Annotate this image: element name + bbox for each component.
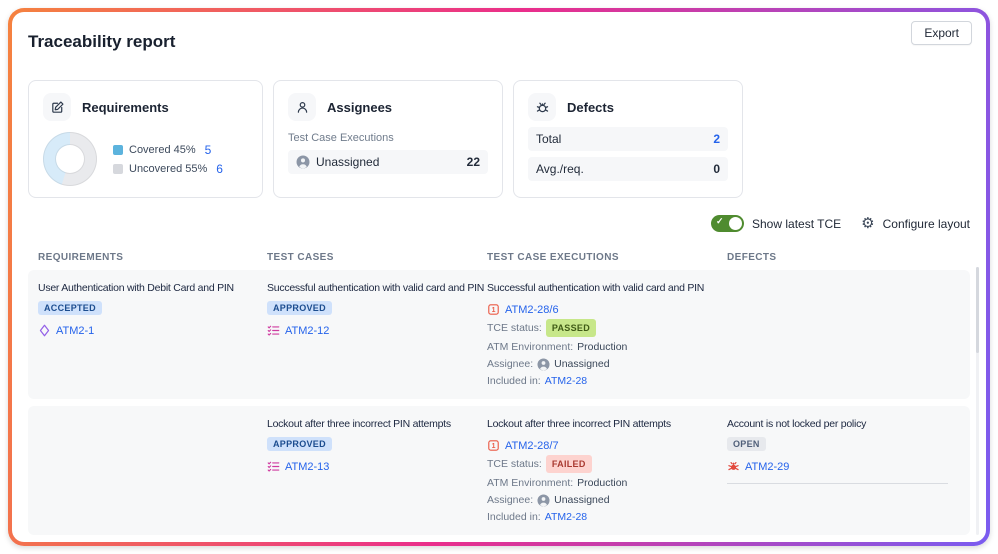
- test-case-key-link[interactable]: ATM2-13: [285, 460, 330, 473]
- execution-cell: Lockout after three incorrect PIN attemp…: [487, 418, 671, 523]
- requirements-card-title: Requirements: [82, 99, 169, 115]
- scrollbar-thumb[interactable]: [976, 267, 979, 353]
- legend-uncovered: Uncovered 55% 6: [113, 162, 223, 176]
- header-requirements: REQUIREMENTS: [38, 252, 124, 263]
- assignees-card: Assignees Test Case Executions Unassigne…: [273, 80, 503, 198]
- table-header-row: REQUIREMENTS TEST CASES TEST CASE EXECUT…: [28, 252, 970, 263]
- included-in-link[interactable]: ATM2-28: [544, 511, 588, 523]
- summary-cards: Requirements Covered 45% 5: [28, 80, 970, 198]
- execution-cell: Successful authentication with valid car…: [487, 282, 705, 387]
- avatar-icon: [537, 357, 550, 371]
- defect-bug-icon: [728, 461, 739, 471]
- gradient-frame: Traceability report Export Requirements: [8, 8, 990, 546]
- defects-avg-value: 0: [713, 162, 720, 176]
- configure-layout-button[interactable]: Configure layout: [882, 216, 970, 231]
- defect-divider: [727, 483, 948, 484]
- scrollbar-track: [976, 267, 979, 535]
- included-in-link[interactable]: ATM2-28: [544, 375, 588, 387]
- assignees-subtitle: Test Case Executions: [288, 132, 394, 144]
- requirements-legend: Covered 45% 5 Uncovered 55% 6: [113, 138, 223, 181]
- person-icon: [288, 93, 316, 121]
- execution-icon: 1: [488, 440, 499, 451]
- bug-icon: [528, 93, 556, 121]
- test-case-icon: [267, 461, 280, 472]
- header-test-cases: TEST CASES: [267, 252, 334, 263]
- unassigned-row[interactable]: Unassigned 22: [288, 150, 488, 174]
- defects-card: Defects Total 2 Avg./req. 0: [513, 80, 743, 198]
- tce-status-badge: PASSED: [545, 319, 597, 337]
- report-panel: Traceability report Export Requirements: [12, 12, 986, 542]
- covered-swatch: [113, 144, 123, 155]
- tce-status-badge: FAILED: [545, 455, 592, 473]
- svg-text:1: 1: [492, 307, 496, 314]
- defects-total-row: Total 2: [528, 127, 728, 151]
- defects-avg-row: Avg./req. 0: [528, 157, 728, 181]
- uncovered-count-link[interactable]: 6: [216, 161, 223, 176]
- test-case-cell: Lockout after three incorrect PIN attemp…: [267, 418, 451, 473]
- show-latest-tce-label: Show latest TCE: [752, 216, 842, 231]
- show-latest-tce-toggle[interactable]: ✓: [711, 215, 744, 232]
- status-badge: OPEN: [727, 437, 766, 451]
- uncovered-swatch: [113, 163, 123, 174]
- table-row: User Authentication with Debit Card and …: [28, 270, 970, 399]
- execution-icon: 1: [488, 304, 499, 315]
- defect-cell: Account is not locked per policy OPEN AT…: [727, 417, 970, 524]
- defect-cell: [727, 281, 970, 388]
- test-case-icon: [267, 325, 280, 336]
- legend-covered: Covered 45% 5: [113, 143, 223, 157]
- execution-key-link[interactable]: ATM2-28/7: [505, 439, 559, 452]
- export-button[interactable]: Export: [911, 21, 972, 45]
- covered-count-link[interactable]: 5: [204, 142, 212, 157]
- table-controls: ✓ Show latest TCE ⚙ Configure layout: [28, 215, 970, 232]
- requirement-cell: [38, 417, 267, 524]
- page-title: Traceability report: [28, 32, 176, 51]
- unassigned-label: Unassigned: [316, 155, 380, 169]
- avatar-icon: [296, 155, 310, 169]
- gear-icon[interactable]: ⚙: [861, 215, 875, 232]
- check-icon: ✓: [716, 216, 724, 226]
- execution-key-link[interactable]: ATM2-28/6: [505, 303, 559, 316]
- status-badge: APPROVED: [267, 301, 332, 315]
- unassigned-count: 22: [466, 155, 480, 169]
- avatar-icon: [537, 493, 550, 507]
- defect-key-link[interactable]: ATM2-29: [745, 460, 790, 473]
- status-badge: ACCEPTED: [38, 301, 102, 315]
- requirements-coverage-donut: [43, 132, 97, 186]
- svg-text:1: 1: [492, 443, 496, 450]
- edit-icon: [43, 93, 71, 121]
- requirement-cell: User Authentication with Debit Card and …: [38, 282, 234, 337]
- status-badge: APPROVED: [267, 437, 332, 451]
- header-defects: DEFECTS: [727, 252, 777, 263]
- defects-total-value[interactable]: 2: [713, 132, 720, 146]
- test-case-key-link[interactable]: ATM2-12: [285, 324, 330, 337]
- defects-card-title: Defects: [567, 99, 614, 115]
- table-row: Lockout after three incorrect PIN attemp…: [28, 406, 970, 535]
- traceability-table: REQUIREMENTS TEST CASES TEST CASE EXECUT…: [28, 252, 970, 542]
- requirement-icon: [39, 324, 50, 337]
- header-test-case-executions: TEST CASE EXECUTIONS: [487, 252, 619, 263]
- requirement-key-link[interactable]: ATM2-1: [56, 324, 95, 337]
- test-case-cell: Successful authentication with valid car…: [267, 282, 485, 337]
- requirements-card: Requirements Covered 45% 5: [28, 80, 263, 198]
- assignees-card-title: Assignees: [327, 99, 393, 115]
